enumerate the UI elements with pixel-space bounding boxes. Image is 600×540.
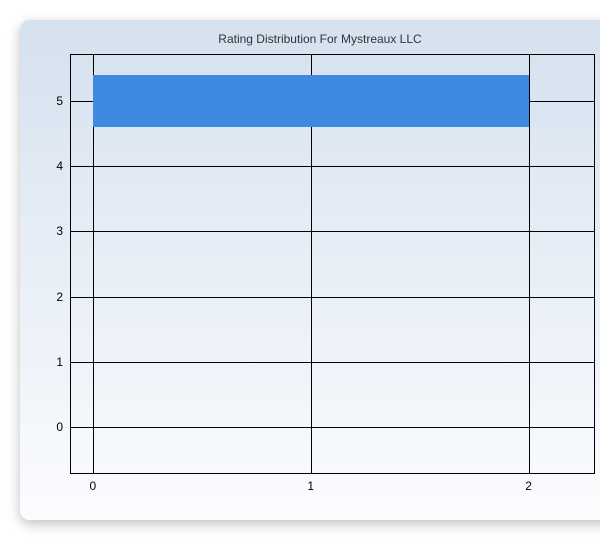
y-tick-label: 5 bbox=[56, 94, 63, 108]
y-tick-label: 3 bbox=[56, 224, 63, 238]
hgrid bbox=[71, 297, 594, 298]
y-tick-label: 1 bbox=[56, 355, 63, 369]
chart-container: Rating Distribution For Mystreaux LLC 01… bbox=[20, 20, 600, 520]
y-tick-label: 0 bbox=[56, 420, 63, 434]
x-tick-label: 0 bbox=[89, 479, 96, 493]
y-tick-label: 4 bbox=[56, 159, 63, 173]
plot-area: 012345012 bbox=[70, 54, 595, 474]
chart-title: Rating Distribution For Mystreaux LLC bbox=[20, 32, 600, 46]
hgrid bbox=[71, 166, 594, 167]
x-tick-label: 1 bbox=[307, 479, 314, 493]
plot-wrap: 012345012 bbox=[70, 54, 595, 474]
y-tick-label: 2 bbox=[56, 290, 63, 304]
vgrid bbox=[529, 55, 530, 473]
hgrid bbox=[71, 231, 594, 232]
hgrid bbox=[71, 362, 594, 363]
bar bbox=[93, 75, 529, 127]
x-tick-label: 2 bbox=[525, 479, 532, 493]
hgrid bbox=[71, 427, 594, 428]
